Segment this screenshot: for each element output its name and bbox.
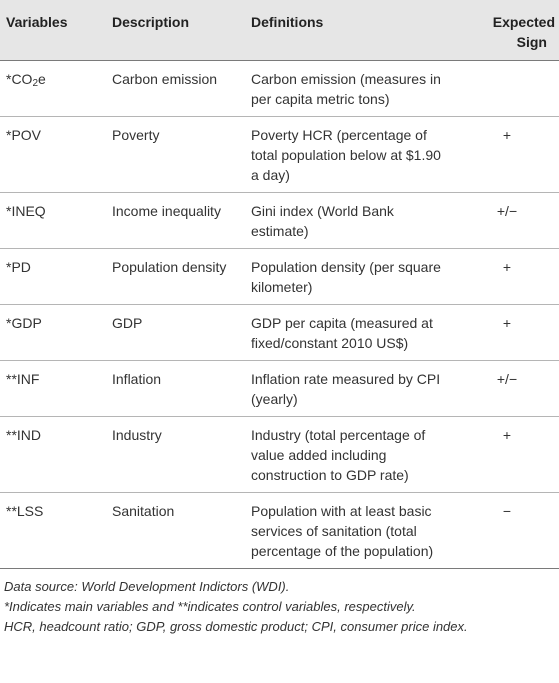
variable-code: **IND [6,427,42,443]
variable-code: **INF [6,371,40,387]
cell-expected-sign: + [449,416,559,493]
variable-code: *INEQ [6,203,46,219]
variables-table: Variables Description Definitions Expect… [0,0,559,569]
cell-variable: *CO2e [0,60,106,117]
cell-definition: Carbon emission (measures in per capita … [245,60,449,117]
cell-variable: *INEQ [0,192,106,249]
table-row: *GDP GDP GDP per capita (measured at fixed… [0,304,559,361]
variable-code: *PD [6,259,31,275]
header-expected-sign-line1: Expected [492,14,555,30]
cell-definition: Population with at least basic services … [245,492,449,569]
cell-description: GDP [106,304,245,361]
cell-expected-sign: + [449,248,559,305]
cell-expected-sign: + [449,304,559,361]
cell-description: Carbon emission [106,60,245,117]
cell-variable: *PD [0,248,106,305]
note-abbreviations: HCR, headcount ratio; GDP, gross domesti… [4,619,468,634]
cell-variable: *POV [0,116,106,193]
cell-description: Poverty [106,116,245,193]
header-definitions: Definitions [251,14,324,30]
table-figure: Variables Description Definitions Expect… [0,0,559,637]
cell-description: Income inequality [106,192,245,249]
cell-variable: **LSS [0,492,106,569]
table-row: *CO2e Carbon emission Carbon emission (mea… [0,60,559,117]
header-expected-sign: Expected Sign [449,0,559,61]
cell-description: Industry [106,416,245,493]
cell-description: Sanitation [106,492,245,569]
cell-definition: Poverty HCR (percentage of total populat… [245,116,449,193]
table-header: Variables Description Definitions Expect… [0,0,559,61]
cell-definition: Inflation rate measured by CPI (yearly) [245,360,449,417]
table-notes: Data source: World Development Indictors… [0,569,559,637]
cell-expected-sign: + [449,116,559,193]
cell-description: Population density [106,248,245,305]
header-expected-sign-line2: Sign [516,34,547,50]
cell-definition: GDP per capita (measured at fixed/consta… [245,304,449,361]
table-body: *CO2e Carbon emission Carbon emission (mea… [0,60,559,569]
cell-definition: Industry (total percentage of value adde… [245,416,449,493]
header-description: Description [112,14,190,30]
table-row: **LSS Sanitation Population with at least … [0,492,559,569]
variable-code: **LSS [6,503,44,519]
cell-expected-sign [449,60,559,117]
cell-variable: *GDP [0,304,106,361]
cell-expected-sign: − [449,492,559,569]
header-variables: Variables [6,14,68,30]
cell-definition: Population density (per square kilometer… [245,248,449,305]
cell-variable: **INF [0,360,106,417]
table-row: *POV Poverty Poverty HCR (percentage of to… [0,116,559,193]
cell-expected-sign: +/− [449,360,559,417]
table-row: **IND Industry Industry (total percentage … [0,416,559,493]
variable-code: *POV [6,127,42,143]
note-indicates: *Indicates main variables and **indicate… [4,599,416,614]
table-row: *PD Population density Population density … [0,248,559,305]
table-row: **INF Inflation Inflation rate measured by… [0,360,559,417]
note-data-source: Data source: World Development Indictors… [4,579,290,594]
cell-variable: **IND [0,416,106,493]
cell-definition: Gini index (World Bank estimate) [245,192,449,249]
cell-expected-sign: +/− [449,192,559,249]
variable-code: *GDP [6,315,42,331]
variable-subscript: 2 [32,78,39,89]
variable-code: *CO [6,71,33,87]
variable-suffix: e [38,71,46,87]
cell-description: Inflation [106,360,245,417]
table-row: *INEQ Income inequality Gini index (World … [0,192,559,249]
